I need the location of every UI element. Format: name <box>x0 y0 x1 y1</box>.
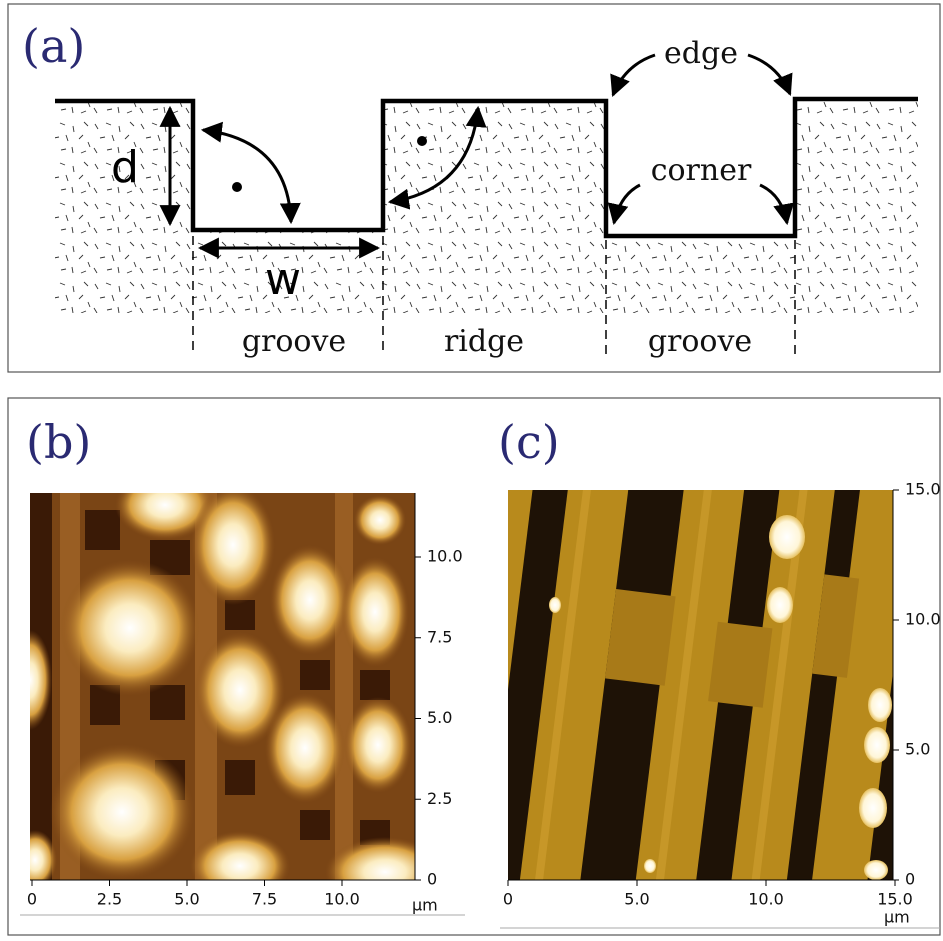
edge-label: edge <box>664 36 738 71</box>
y-tick-label: 2.5 <box>427 789 452 808</box>
afm-image <box>8 470 445 907</box>
region-label: groove <box>648 324 752 359</box>
width-label: w <box>265 254 301 305</box>
y-tick-label: 0 <box>905 870 915 889</box>
dot <box>417 136 427 146</box>
figure: (a) d w edge corner groove ridge groove … <box>0 0 943 941</box>
x-tick-label: 5.0 <box>624 890 649 909</box>
y-tick-label: 5.0 <box>427 708 452 727</box>
x-tick-label: 10.0 <box>748 890 784 909</box>
x-tick-label: 15.0 <box>877 890 913 909</box>
afm-image <box>428 393 921 941</box>
y-tick-label: 10.0 <box>427 547 463 566</box>
y-tick-label: 5.0 <box>905 740 930 759</box>
dot <box>232 182 242 192</box>
x-tick-label: 0 <box>27 890 37 909</box>
y-tick-label: 10.0 <box>905 610 941 629</box>
panel-label: (b) <box>26 415 91 469</box>
panel-label: (c) <box>498 415 560 469</box>
x-tick-label: 5.0 <box>174 890 199 909</box>
region-label: groove <box>242 324 346 359</box>
depth-label: d <box>111 142 139 193</box>
unit-label: µm <box>884 908 910 927</box>
x-tick-label: 0 <box>503 890 513 909</box>
corner-label: corner <box>651 153 752 188</box>
y-tick-label: 0 <box>427 870 437 889</box>
x-tick-label: 2.5 <box>97 890 122 909</box>
panel-label: (a) <box>22 19 85 73</box>
unit-label: µm <box>412 896 438 915</box>
region-label: ridge <box>444 324 524 359</box>
substrate <box>55 99 918 313</box>
y-tick-label: 7.5 <box>427 627 452 646</box>
y-tick-label: 15.0 <box>905 480 941 499</box>
x-tick-label: 7.5 <box>252 890 277 909</box>
x-tick-label: 10.0 <box>324 890 360 909</box>
